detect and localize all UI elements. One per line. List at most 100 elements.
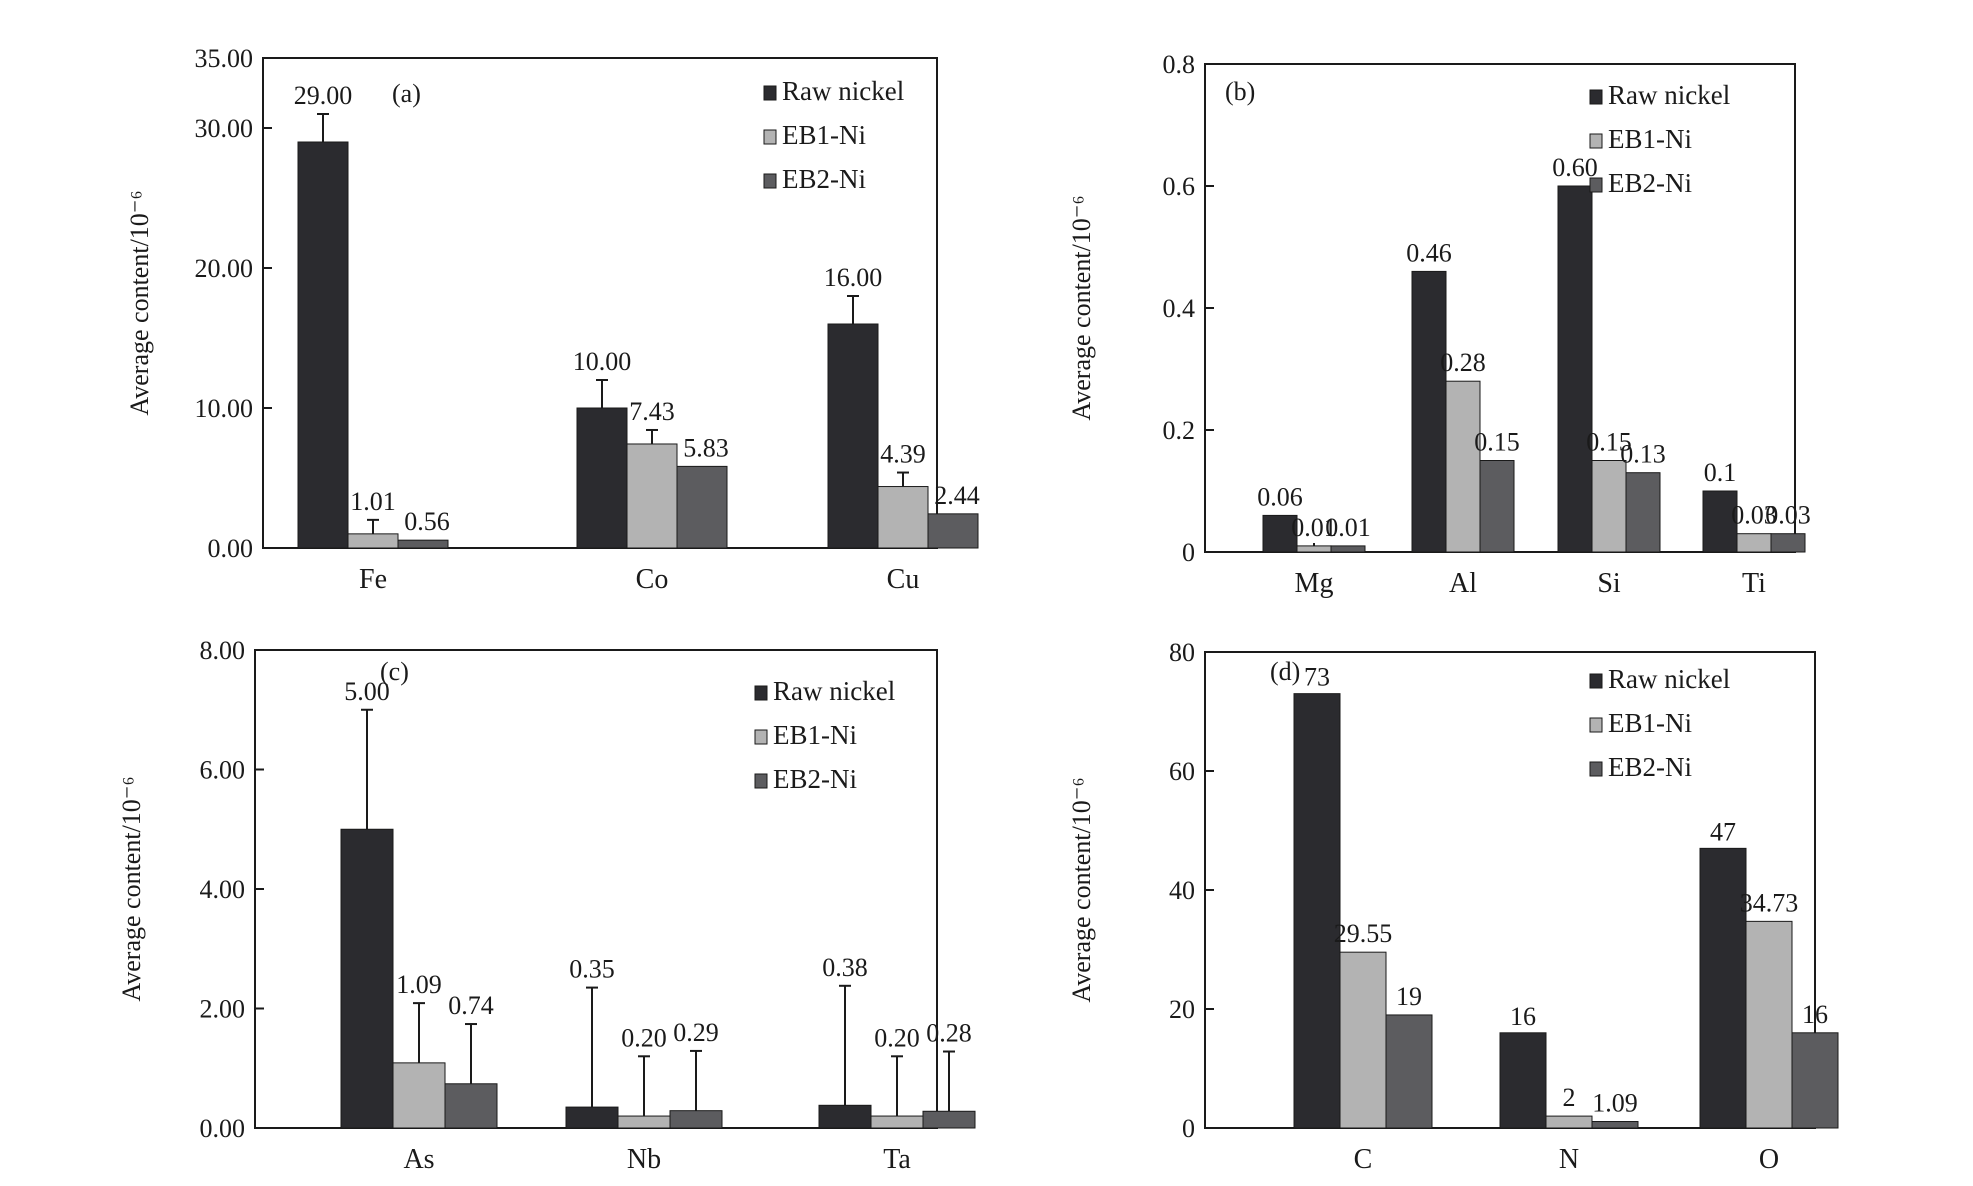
legend-label: Raw nickel	[1608, 80, 1730, 110]
data-label: 0.35	[569, 955, 615, 984]
y-axis-label: Average content/10⁻⁶	[1067, 195, 1096, 420]
y-tick-label: 20	[1169, 995, 1195, 1024]
x-tick-label: Cu	[887, 564, 920, 595]
data-label: 0.29	[673, 1018, 719, 1047]
y-tick-label: 0.4	[1163, 294, 1196, 323]
bar-eb2-ni	[922, 1110, 976, 1129]
data-label: 0.46	[1406, 238, 1452, 267]
y-tick-label: 4.00	[200, 875, 246, 904]
bar-raw-nickel	[297, 141, 349, 549]
legend-swatch	[754, 685, 768, 701]
bar-eb2-ni	[1330, 545, 1366, 553]
legend-label: Raw nickel	[773, 676, 895, 706]
data-label: 0.03	[1731, 501, 1777, 530]
bar-eb2-ni	[1479, 460, 1515, 553]
y-tick-label: 80	[1169, 638, 1195, 667]
data-label: 34.73	[1740, 888, 1799, 917]
bar-eb1-ni	[877, 486, 929, 549]
x-tick-label: O	[1759, 1144, 1779, 1175]
y-tick-label: 0.2	[1163, 416, 1196, 445]
data-label: 0.20	[874, 1023, 920, 1052]
y-tick-label: 0.00	[200, 1114, 246, 1143]
legend-swatch	[1589, 177, 1603, 193]
legend-label: Raw nickel	[782, 76, 904, 106]
y-tick-label: 2.00	[200, 995, 246, 1024]
bar-eb2-ni	[1770, 533, 1806, 553]
bar-raw-nickel	[1557, 185, 1593, 553]
x-tick-label: Si	[1597, 568, 1621, 599]
chart-panel-3: 0.00 2.00 4.00 6.00 8.00 Average content/10⁻⁶…	[117, 636, 976, 1175]
data-label: 0.28	[1440, 348, 1486, 377]
data-label: 0.74	[448, 991, 494, 1020]
legend-swatch	[1589, 717, 1603, 733]
y-tick-label: 60	[1169, 757, 1195, 786]
data-label: 0.03	[1765, 501, 1811, 530]
data-label: 0.28	[926, 1019, 972, 1048]
bar-eb1-ni	[1339, 951, 1387, 1129]
legend-label: EB1-Ni	[1608, 708, 1692, 738]
y-tick-label: 0	[1182, 1114, 1195, 1143]
y-tick-label: 6.00	[200, 756, 246, 785]
panel-label: (b)	[1225, 77, 1255, 106]
bar-raw-nickel	[576, 407, 628, 549]
data-label: 1.01	[350, 487, 396, 516]
data-label: 0.56	[404, 507, 450, 536]
bar-raw-nickel	[1262, 514, 1298, 553]
data-label: 0.01	[1325, 513, 1371, 542]
bar-eb2-ni	[397, 539, 449, 549]
y-tick-label: 10.00	[195, 394, 254, 423]
legend-swatch	[754, 773, 768, 789]
data-label: 16	[1802, 1000, 1828, 1029]
data-label: 2.44	[934, 481, 980, 510]
bar-raw-nickel	[1499, 1032, 1547, 1129]
bar-eb1-ni	[392, 1062, 446, 1129]
data-label: 0.20	[621, 1023, 667, 1052]
bar-raw-nickel	[340, 828, 394, 1129]
y-tick-label: 0.6	[1163, 172, 1196, 201]
bar-eb1-ni	[626, 443, 678, 549]
legend-label: EB2-Ni	[773, 764, 857, 794]
bar-eb2-ni	[1385, 1014, 1433, 1129]
y-tick-label: 0	[1182, 538, 1195, 567]
data-label: 1.09	[1592, 1089, 1638, 1118]
bar-raw-nickel	[818, 1104, 872, 1129]
data-label: 7.43	[629, 397, 675, 426]
y-tick-label: 20.00	[195, 254, 254, 283]
x-tick-label: Ti	[1742, 568, 1766, 599]
legend-swatch	[754, 729, 768, 745]
bar-eb1-ni	[870, 1115, 924, 1129]
chart-panel-1: 0.00 10.00 20.00 30.00 35.00 Average content/…	[125, 44, 980, 595]
x-tick-label: N	[1559, 1144, 1579, 1175]
data-label: 10.00	[573, 347, 632, 376]
y-tick-label: 0.00	[208, 534, 254, 563]
bar-eb1-ni	[1545, 1115, 1593, 1129]
legend-label: EB2-Ni	[782, 164, 866, 194]
bar-raw-nickel	[1411, 270, 1447, 553]
bar-raw-nickel	[1699, 847, 1747, 1129]
x-tick-label: Fe	[359, 564, 387, 595]
panel-label: (d)	[1270, 657, 1300, 686]
legend-label: EB2-Ni	[1608, 168, 1692, 198]
data-label: 5.83	[683, 433, 729, 462]
legend-swatch	[763, 85, 777, 101]
bar-raw-nickel	[827, 323, 879, 549]
legend-label: Raw nickel	[1608, 664, 1730, 694]
data-label: 2	[1563, 1083, 1576, 1112]
bar-raw-nickel	[1702, 490, 1738, 553]
bar-eb2-ni	[669, 1110, 723, 1129]
y-tick-label: 30.00	[195, 114, 254, 143]
bar-eb2-ni	[676, 465, 728, 549]
data-label: 0.01	[1291, 513, 1337, 542]
legend-label: EB1-Ni	[773, 720, 857, 750]
x-tick-label: Co	[636, 564, 669, 595]
bar-eb2-ni	[1591, 1121, 1639, 1129]
bar-eb1-ni	[617, 1115, 671, 1129]
y-tick-label: 0.8	[1163, 50, 1196, 79]
bar-eb2-ni	[1625, 472, 1661, 553]
data-label: 19	[1396, 982, 1422, 1011]
y-axis-label: Average content/10⁻⁶	[117, 776, 146, 1001]
legend-swatch	[763, 129, 777, 145]
bar-eb2-ni	[927, 513, 979, 549]
data-label: 0.15	[1586, 428, 1632, 457]
